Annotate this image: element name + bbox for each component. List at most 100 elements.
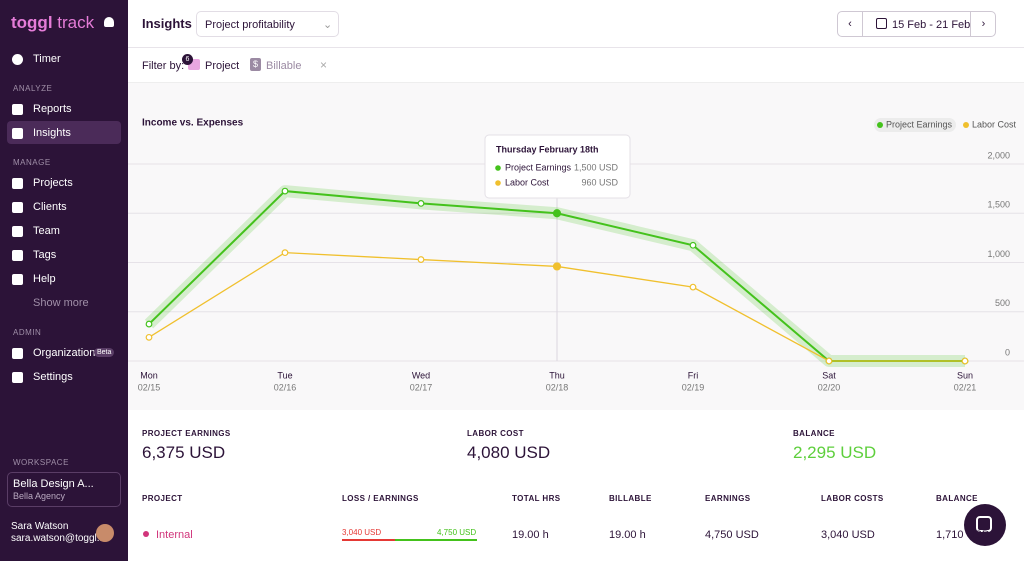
column-header[interactable]: LABOR COSTS bbox=[821, 494, 884, 503]
column-header[interactable]: BALANCE bbox=[936, 494, 978, 503]
user-email: sara.watson@toggl.... bbox=[11, 533, 108, 544]
project-name[interactable]: Internal bbox=[156, 529, 193, 541]
tooltip-swatch bbox=[495, 180, 501, 186]
nav-icon bbox=[12, 178, 23, 189]
column-header[interactable]: TOTAL HRS bbox=[512, 494, 561, 503]
y-tick-label: 0 bbox=[1005, 347, 1010, 357]
column-header[interactable]: LOSS / EARNINGS bbox=[342, 494, 419, 503]
point bbox=[689, 241, 697, 249]
nav-item[interactable]: Projects bbox=[33, 177, 73, 189]
report-dropdown[interactable]: Project profitability ⌄ bbox=[196, 11, 339, 37]
filter-billable[interactable]: Billable bbox=[266, 60, 302, 72]
legend-swatch bbox=[877, 122, 883, 128]
summary-value: 4,080 USD bbox=[467, 443, 551, 462]
nav-icon bbox=[12, 226, 23, 237]
next-button[interactable]: › bbox=[970, 12, 996, 36]
logo: toggl track bbox=[11, 13, 94, 33]
nav-icon bbox=[12, 54, 23, 65]
summary-value: 2,295 USD bbox=[793, 443, 877, 462]
page-title: Insights bbox=[142, 16, 192, 31]
report-name: Project profitability bbox=[205, 19, 295, 31]
nav-item[interactable]: Tags bbox=[33, 249, 57, 261]
legend-swatch bbox=[963, 122, 969, 128]
point bbox=[552, 262, 562, 271]
point bbox=[281, 187, 289, 195]
x-tick-label: Tue bbox=[277, 370, 292, 380]
x-date-label: 02/19 bbox=[682, 382, 705, 392]
point bbox=[417, 199, 425, 207]
nav-item[interactable]: Organization bbox=[33, 347, 96, 359]
header: Insights Project profitability ⌄ ‹ 15 Fe… bbox=[128, 0, 1024, 48]
column-header[interactable]: EARNINGS bbox=[705, 494, 751, 503]
x-date-label: 02/16 bbox=[274, 382, 297, 392]
column-header[interactable]: BILLABLE bbox=[609, 494, 652, 503]
earn-value: 4,750 USD bbox=[437, 528, 477, 537]
date-range[interactable]: 15 Feb - 21 Feb bbox=[892, 19, 971, 31]
nav-item[interactable]: Show more bbox=[33, 297, 89, 309]
bell-icon[interactable] bbox=[104, 17, 114, 27]
summary-label: PROJECT EARNINGS bbox=[142, 429, 231, 438]
prev-button[interactable]: ‹ bbox=[838, 12, 863, 36]
y-tick-label: 2,000 bbox=[987, 150, 1010, 160]
x-tick-label: Mon bbox=[140, 370, 158, 380]
nav-item[interactable]: Clients bbox=[33, 201, 67, 213]
point bbox=[825, 357, 833, 365]
workspace-name: Bella Design A... bbox=[13, 478, 94, 490]
nav-icon bbox=[12, 274, 23, 285]
point bbox=[145, 333, 153, 341]
legend-bg bbox=[874, 118, 956, 132]
nav-icon bbox=[12, 250, 23, 261]
workspace-org: Bella Agency bbox=[13, 491, 66, 501]
tooltip: Thursday February 18th Project Earnings 1,… bbox=[484, 134, 631, 199]
section-label: ANALYZE bbox=[13, 84, 53, 93]
nav-item[interactable]: Help bbox=[33, 273, 56, 285]
cell: 1,710 USD bbox=[936, 529, 990, 541]
section-label: WORKSPACE bbox=[13, 458, 69, 467]
x-date-label: 02/20 bbox=[818, 382, 841, 392]
loss-bar bbox=[342, 539, 395, 541]
project-icon bbox=[188, 59, 200, 70]
x-tick-label: Sun bbox=[957, 370, 973, 380]
nav-item[interactable]: Insights bbox=[33, 127, 71, 139]
filter-label: Filter by: bbox=[142, 60, 185, 72]
legend-label: Project Earnings bbox=[886, 119, 953, 129]
tooltip-label: Labor Cost bbox=[505, 177, 550, 187]
y-tick-label: 1,000 bbox=[987, 249, 1010, 259]
filter-project[interactable]: Project bbox=[205, 60, 240, 72]
project-dot bbox=[143, 531, 149, 537]
billable-icon: $ bbox=[250, 58, 261, 71]
summary-value: 6,375 USD bbox=[142, 443, 226, 462]
sidebar: toggl track ANALYZE MANAGE ADMIN WORKSPA… bbox=[0, 0, 128, 561]
x-tick-label: Sat bbox=[822, 370, 836, 380]
logo-text: toggl bbox=[11, 13, 53, 32]
x-date-label: 02/18 bbox=[546, 382, 569, 392]
section-label: ADMIN bbox=[13, 328, 42, 337]
column-header[interactable]: PROJECT bbox=[142, 494, 183, 503]
cell: 4,750 USD bbox=[705, 529, 759, 541]
point bbox=[689, 283, 697, 291]
tooltip-label: Project Earnings bbox=[505, 162, 572, 172]
x-tick-label: Thu bbox=[549, 370, 565, 380]
nav-item[interactable]: Team bbox=[33, 225, 60, 237]
chat-button[interactable] bbox=[964, 504, 1006, 546]
clear-filter[interactable]: × bbox=[320, 58, 328, 72]
workspace-switcher[interactable]: Bella Design A... Bella Agency bbox=[7, 472, 121, 507]
logo-suffix: track bbox=[57, 13, 95, 32]
avatar[interactable] bbox=[96, 524, 114, 542]
nav-badge: Beta bbox=[94, 348, 115, 357]
nav-item[interactable]: Reports bbox=[33, 103, 72, 115]
nav-item[interactable]: Timer bbox=[33, 53, 61, 65]
point bbox=[145, 320, 153, 328]
y-tick-label: 1,500 bbox=[987, 200, 1010, 210]
tooltip-box bbox=[484, 134, 631, 199]
summary-label: BALANCE bbox=[793, 429, 835, 438]
nav-icon bbox=[12, 128, 23, 139]
tooltip-title: Thursday February 18th bbox=[496, 144, 599, 154]
x-date-label: 02/15 bbox=[138, 382, 161, 392]
tooltip-value: 1,500 USD bbox=[574, 162, 619, 172]
x-date-label: 02/17 bbox=[410, 382, 433, 392]
nav-icon bbox=[12, 348, 23, 359]
section-label: MANAGE bbox=[13, 158, 51, 167]
nav-item[interactable]: Settings bbox=[33, 371, 73, 383]
